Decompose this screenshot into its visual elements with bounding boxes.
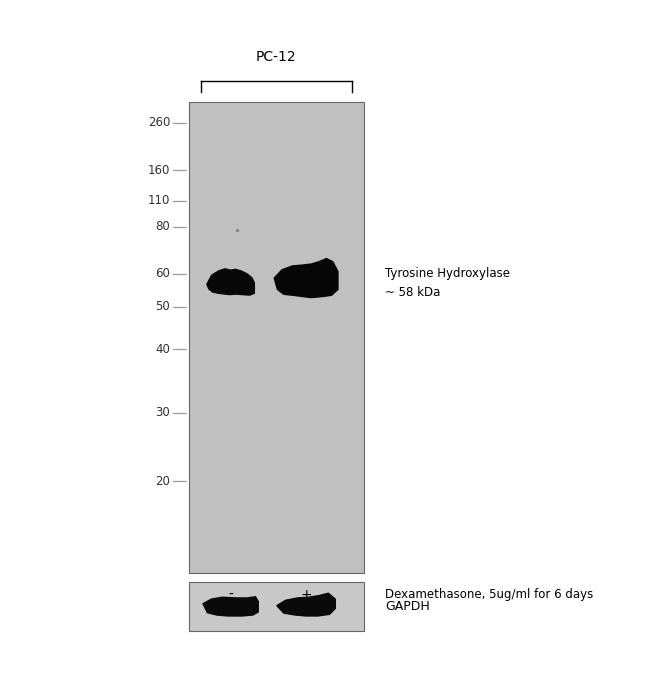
Text: Dexamethasone, 5ug/ml for 6 days: Dexamethasone, 5ug/ml for 6 days — [385, 588, 593, 601]
Text: 40: 40 — [155, 342, 170, 355]
Text: 110: 110 — [148, 194, 170, 207]
Polygon shape — [207, 268, 254, 295]
Text: PC-12: PC-12 — [256, 50, 296, 64]
Text: -: - — [228, 588, 233, 602]
Text: Tyrosine Hydroxylase: Tyrosine Hydroxylase — [385, 266, 510, 279]
Text: 260: 260 — [148, 117, 170, 129]
Text: 160: 160 — [148, 163, 170, 176]
Text: GAPDH: GAPDH — [385, 599, 430, 613]
Text: ~ 58 kDa: ~ 58 kDa — [385, 286, 440, 300]
Bar — [188, 582, 364, 631]
Text: 60: 60 — [155, 267, 170, 280]
Text: 30: 30 — [155, 406, 170, 419]
Text: 50: 50 — [155, 300, 170, 313]
Point — [232, 224, 242, 235]
Polygon shape — [277, 593, 335, 616]
Polygon shape — [274, 258, 338, 298]
Text: 80: 80 — [155, 220, 170, 233]
Polygon shape — [203, 597, 258, 616]
Bar — [188, 102, 364, 573]
Text: 20: 20 — [155, 475, 170, 487]
Text: +: + — [300, 588, 312, 602]
